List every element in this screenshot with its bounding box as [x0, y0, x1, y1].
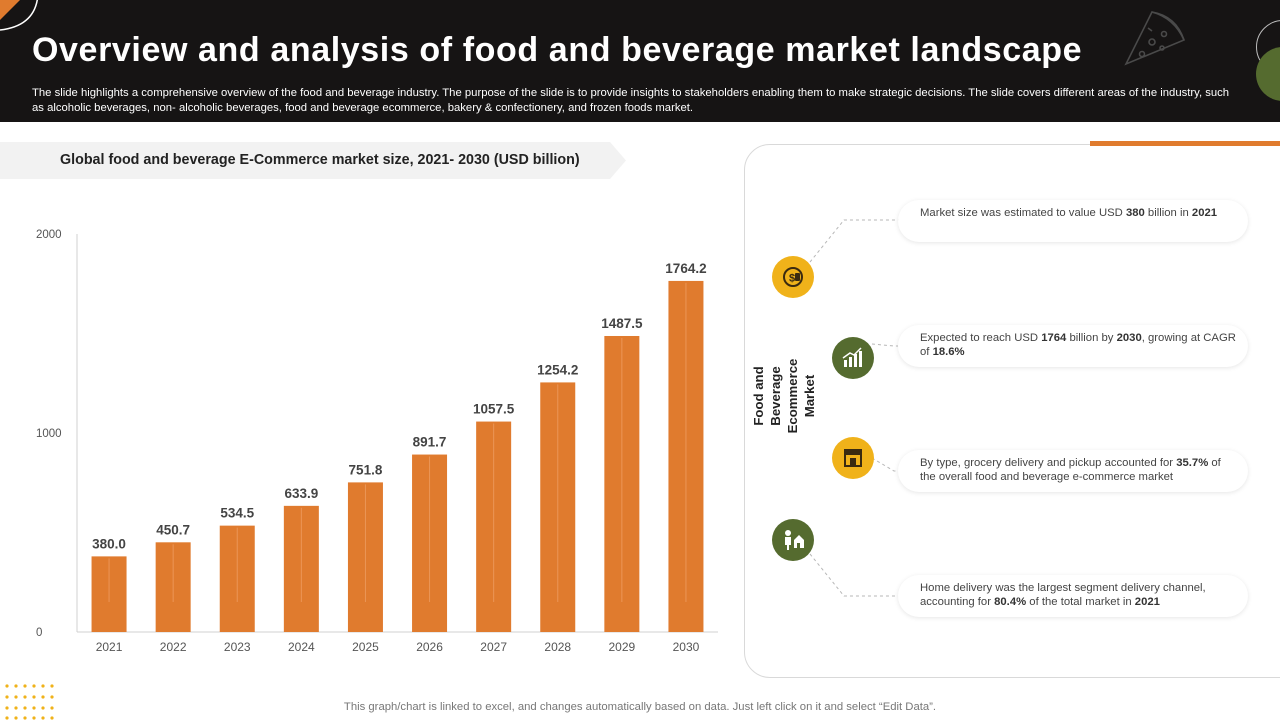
growth-chart-icon: [832, 337, 874, 379]
chart-title: Global food and beverage E-Commerce mark…: [60, 152, 580, 168]
y-tick-label: 1000: [36, 428, 62, 440]
x-tick-label: 2028: [544, 640, 571, 654]
data-label: 534.5: [220, 506, 254, 521]
x-tick-label: 2025: [352, 640, 379, 654]
x-tick-label: 2023: [224, 640, 251, 654]
page-title: Overview and analysis of food and bevera…: [32, 31, 1083, 69]
accent-line: [1090, 141, 1280, 146]
data-label: 751.8: [349, 462, 383, 477]
callout-home-delivery: Home delivery was the largest segment de…: [898, 575, 1248, 617]
banner-shape: [0, 142, 626, 179]
y-tick-label: 0: [36, 627, 42, 639]
chart-title-banner: Global food and beverage E-Commerce mark…: [0, 142, 626, 179]
delivery-person-icon: [772, 519, 814, 561]
page-description: The slide highlights a comprehensive ove…: [32, 87, 1230, 114]
x-tick-label: 2030: [673, 640, 700, 654]
data-label: 1764.2: [665, 261, 706, 276]
x-tick-label: 2027: [480, 640, 507, 654]
data-label: 633.9: [284, 486, 318, 501]
x-tick-label: 2022: [160, 640, 187, 654]
pizza-slice-icon: [1124, 11, 1186, 66]
svg-text:$: $: [789, 273, 795, 285]
callout-market-size: Market size was estimated to value USD 3…: [898, 200, 1248, 242]
x-tick-label: 2029: [608, 640, 635, 654]
data-label: 1254.2: [537, 362, 578, 377]
y-tick-label: 2000: [36, 229, 62, 241]
bar-chart[interactable]: 0 1000 2000 380.0 2021 450.7 2022 534.5 2023 633.…: [30, 222, 730, 662]
money-hand-icon: $: [772, 256, 814, 298]
callout-expected-growth: Expected to reach USD 1764 billion by 20…: [898, 325, 1248, 367]
data-label: 1487.5: [601, 316, 643, 331]
data-label: 450.7: [156, 522, 190, 537]
x-tick-label: 2026: [416, 640, 443, 654]
panel-vertical-title: Food and Beverage Ecommerce Market: [751, 358, 817, 434]
data-label: 380.0: [92, 536, 126, 551]
x-tick-label: 2021: [96, 640, 123, 654]
title-header: Overview and analysis of food and bevera…: [0, 0, 1280, 122]
grocery-store-icon: [832, 437, 874, 479]
dot-grid-decoration: [5, 684, 54, 720]
corner-decoration: [0, 0, 38, 31]
x-tick-label: 2024: [288, 640, 315, 654]
footnote: This graph/chart is linked to excel, and…: [343, 701, 937, 713]
callout-grocery-share: By type, grocery delivery and pickup acc…: [898, 450, 1248, 492]
data-label: 891.7: [413, 435, 447, 450]
data-label: 1057.5: [473, 402, 515, 417]
